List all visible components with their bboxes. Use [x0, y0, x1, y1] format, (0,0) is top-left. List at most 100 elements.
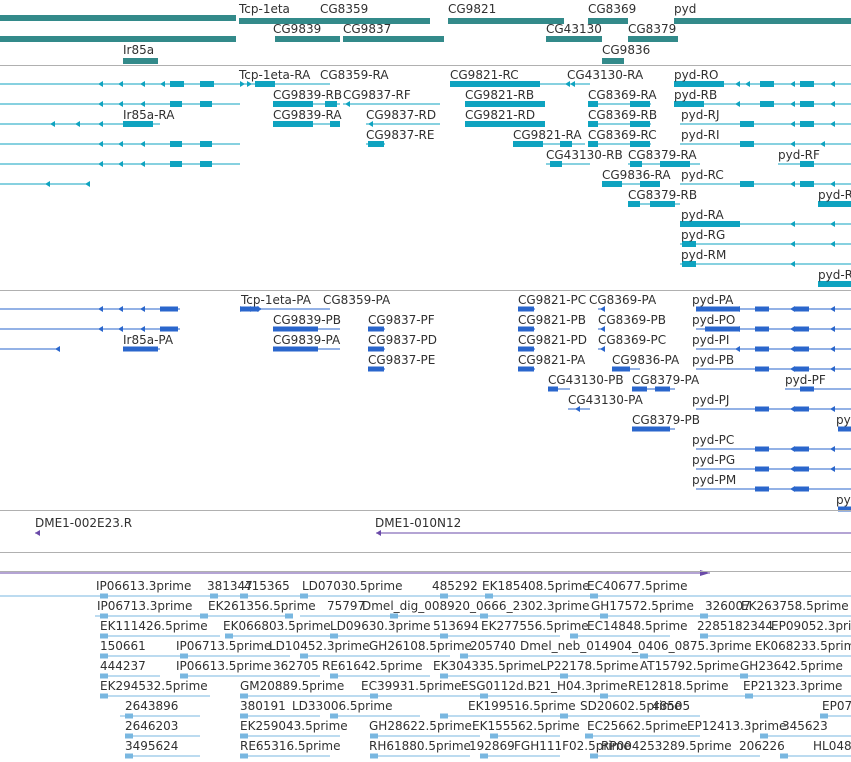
- transcript-label[interactable]: pyd-R: [818, 268, 851, 282]
- transcript-label[interactable]: pyd-RB: [674, 88, 718, 102]
- est-label[interactable]: 444237: [100, 659, 146, 673]
- est-label[interactable]: GM20889.5prime: [240, 679, 345, 693]
- protein-label[interactable]: CG9837-PD: [368, 333, 438, 347]
- est-label[interactable]: EK294532.5prime: [100, 679, 208, 693]
- est-label[interactable]: 2643896: [125, 699, 179, 713]
- est-label[interactable]: RP004253289.5prime: [601, 739, 732, 753]
- gene-label[interactable]: pyd: [674, 2, 697, 16]
- est-label[interactable]: 380191: [240, 699, 286, 713]
- est-label[interactable]: RE61642.5prime: [322, 659, 423, 673]
- protein-label[interactable]: pyd-PM: [692, 473, 737, 487]
- est-label[interactable]: LP22178.5prime: [540, 659, 639, 673]
- est-label[interactable]: IP06713.5prime: [176, 639, 272, 653]
- gene-label[interactable]: CG9839: [273, 22, 322, 36]
- est-label[interactable]: 381347: [207, 579, 253, 593]
- transcript-label[interactable]: CG9836-RA: [602, 168, 671, 182]
- est-label[interactable]: AT15792.5prime: [640, 659, 740, 673]
- gene-label[interactable]: Tcp-1eta: [239, 2, 290, 16]
- est-label[interactable]: HL048: [813, 739, 851, 753]
- transcript-label[interactable]: CG9821-RB: [465, 88, 535, 102]
- est-label[interactable]: EK199516.5prime: [468, 699, 576, 713]
- transcript-label[interactable]: pyd-RM: [681, 248, 727, 262]
- transcript-label[interactable]: CG8369-RC: [588, 128, 657, 142]
- est-label[interactable]: 326007: [705, 599, 751, 613]
- gene-label[interactable]: CG43130: [546, 22, 602, 36]
- protein-label[interactable]: pyd-PA: [692, 293, 734, 307]
- est-label[interactable]: GH28622.5prime: [369, 719, 472, 733]
- est-label[interactable]: IP06713.3prime: [97, 599, 193, 613]
- transcript-label[interactable]: CG9839-RA: [273, 108, 342, 122]
- gene-label[interactable]: CG8369: [588, 2, 637, 16]
- transcript-label[interactable]: CG9837-RF: [343, 88, 411, 102]
- est-label[interactable]: 345623: [782, 719, 828, 733]
- protein-label[interactable]: pyd-PF: [785, 373, 826, 387]
- protein-label[interactable]: pyd: [836, 413, 851, 427]
- protein-label[interactable]: CG8379-PB: [632, 413, 701, 427]
- est-label[interactable]: 415365: [244, 579, 290, 593]
- transcript-label[interactable]: pyd-R: [818, 188, 851, 202]
- est-label[interactable]: 3495624: [125, 739, 179, 753]
- est-label[interactable]: EK155562.5prime: [472, 719, 580, 733]
- protein-label[interactable]: CG8369-PC: [598, 333, 667, 347]
- est-label[interactable]: ESG0112d.B21_H04.3prime: [461, 679, 628, 693]
- protein-label[interactable]: CG9837-PE: [368, 353, 436, 367]
- clone-label[interactable]: DME1-010N12: [375, 516, 462, 530]
- protein-label[interactable]: pyd-PC: [692, 433, 735, 447]
- est-label[interactable]: EK277556.5prime: [481, 619, 589, 633]
- est-label[interactable]: IP06613.3prime: [96, 579, 192, 593]
- est-label[interactable]: 513694: [433, 619, 479, 633]
- protein-label[interactable]: pyd-PG: [692, 453, 736, 467]
- est-label[interactable]: EK185408.5prime: [482, 579, 590, 593]
- protein-label[interactable]: Ir85a-PA: [123, 333, 174, 347]
- transcript-label[interactable]: pyd-RI: [681, 128, 720, 142]
- est-label[interactable]: GH26108.5prime: [369, 639, 472, 653]
- transcript-label[interactable]: CG8369-RB: [588, 108, 658, 122]
- est-label[interactable]: 2646203: [125, 719, 179, 733]
- protein-label[interactable]: CG43130-PB: [548, 373, 624, 387]
- gene-label[interactable]: CG8379: [628, 22, 677, 36]
- est-label[interactable]: IP06613.5prime: [176, 659, 272, 673]
- transcript-label[interactable]: Tcp-1eta-RA: [239, 68, 311, 82]
- protein-label[interactable]: CG9821-PC: [518, 293, 587, 307]
- transcript-label[interactable]: CG8359-RA: [320, 68, 389, 82]
- est-label[interactable]: EK261356.5prime: [208, 599, 316, 613]
- protein-label[interactable]: pyd-PI: [692, 333, 730, 347]
- protein-label[interactable]: CG8359-PA: [323, 293, 391, 307]
- transcript-label[interactable]: CG8369-RA: [588, 88, 657, 102]
- transcript-label[interactable]: CG9821-RC: [450, 68, 519, 82]
- protein-label[interactable]: CG8379-PA: [632, 373, 700, 387]
- est-label[interactable]: LD07030.5prime: [302, 579, 403, 593]
- transcript-label[interactable]: pyd-RG: [681, 228, 726, 242]
- protein-label[interactable]: CG9837-PF: [368, 313, 435, 327]
- transcript-label[interactable]: pyd-RA: [681, 208, 724, 222]
- est-label[interactable]: Dmel_dig_008920_0666_2302.3prime: [362, 599, 590, 613]
- est-label[interactable]: RE65316.5prime: [240, 739, 341, 753]
- est-label[interactable]: EP21323.3prime: [743, 679, 843, 693]
- est-label[interactable]: EC39931.5prime: [361, 679, 462, 693]
- protein-label[interactable]: CG9839-PB: [273, 313, 342, 327]
- transcript-label[interactable]: CG9839-RB: [273, 88, 343, 102]
- gene-label[interactable]: CG9836: [602, 43, 651, 57]
- est-label[interactable]: 150661: [100, 639, 146, 653]
- est-label[interactable]: 205740: [470, 639, 516, 653]
- est-label[interactable]: EK259043.5prime: [240, 719, 348, 733]
- est-label[interactable]: Dmel_neb_014904_0406_0875.3prime: [520, 639, 752, 653]
- transcript-label[interactable]: pyd-RC: [681, 168, 724, 182]
- est-label[interactable]: EK068233.5prime: [755, 639, 851, 653]
- est-label[interactable]: LD09630.3prime: [330, 619, 431, 633]
- gene-label[interactable]: CG9837: [343, 22, 392, 36]
- est-label[interactable]: GH17572.5prime: [591, 599, 694, 613]
- est-label[interactable]: RE12818.5prime: [628, 679, 729, 693]
- clone-label[interactable]: DME1-002E23.R: [35, 516, 133, 530]
- transcript-label[interactable]: pyd-RF: [778, 148, 820, 162]
- est-label[interactable]: 206226: [739, 739, 785, 753]
- est-label[interactable]: 75797: [327, 599, 366, 613]
- est-label[interactable]: 22851: [697, 619, 736, 633]
- est-label[interactable]: GH23642.5prime: [740, 659, 843, 673]
- est-label[interactable]: 48505: [652, 699, 691, 713]
- transcript-label[interactable]: CG9837-RD: [366, 108, 437, 122]
- protein-label[interactable]: pyd-PJ: [692, 393, 730, 407]
- est-label[interactable]: EC40677.5prime: [587, 579, 688, 593]
- est-label[interactable]: EK263758.5prime: [741, 599, 849, 613]
- est-label[interactable]: 192869: [469, 739, 515, 753]
